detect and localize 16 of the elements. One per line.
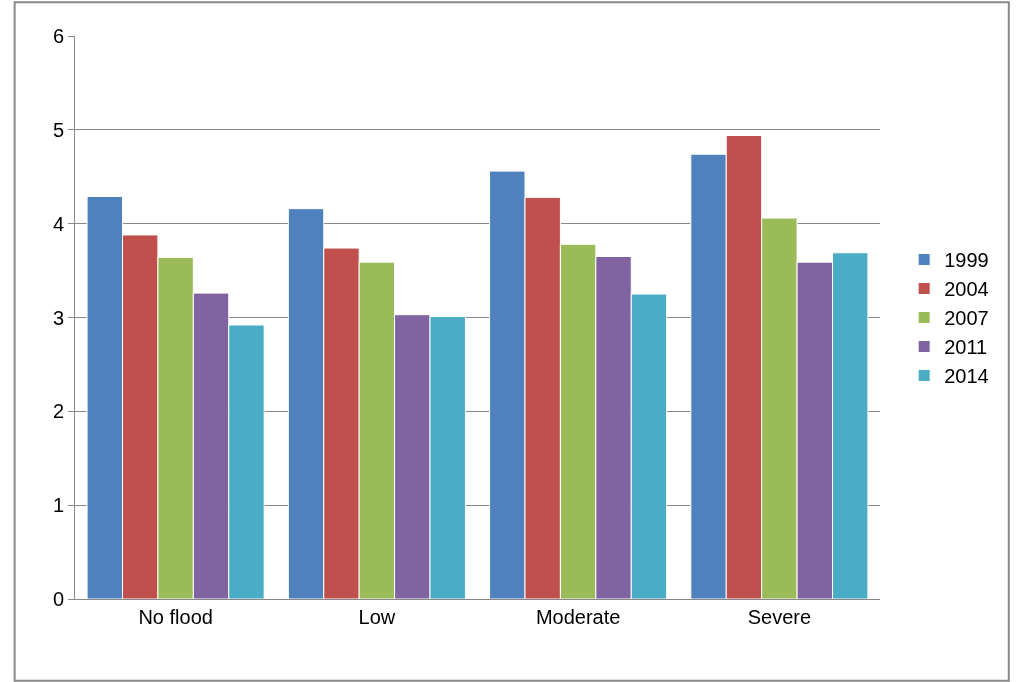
- x-tick-label: Moderate: [535, 606, 621, 628]
- x-tick-label: No flood: [138, 606, 213, 628]
- y-tick-label: 3: [52, 306, 64, 329]
- y-tick-label: 5: [52, 118, 64, 141]
- y-tick-label: 2: [52, 400, 64, 423]
- x-tick-label: Low: [358, 606, 396, 628]
- y-tick-label: 1: [52, 494, 64, 517]
- legend-label: 2007: [944, 307, 989, 330]
- legend-label: 2014: [944, 365, 989, 388]
- legend-label: 2011: [944, 336, 988, 359]
- y-tick-label: 6: [52, 25, 64, 47]
- legend-label: 1999: [944, 249, 989, 272]
- x-tick-label: Severe: [747, 606, 812, 628]
- y-tick-label: 4: [52, 212, 64, 235]
- legend-label: 2004: [944, 278, 989, 301]
- y-tick-label: 0: [52, 588, 64, 610]
